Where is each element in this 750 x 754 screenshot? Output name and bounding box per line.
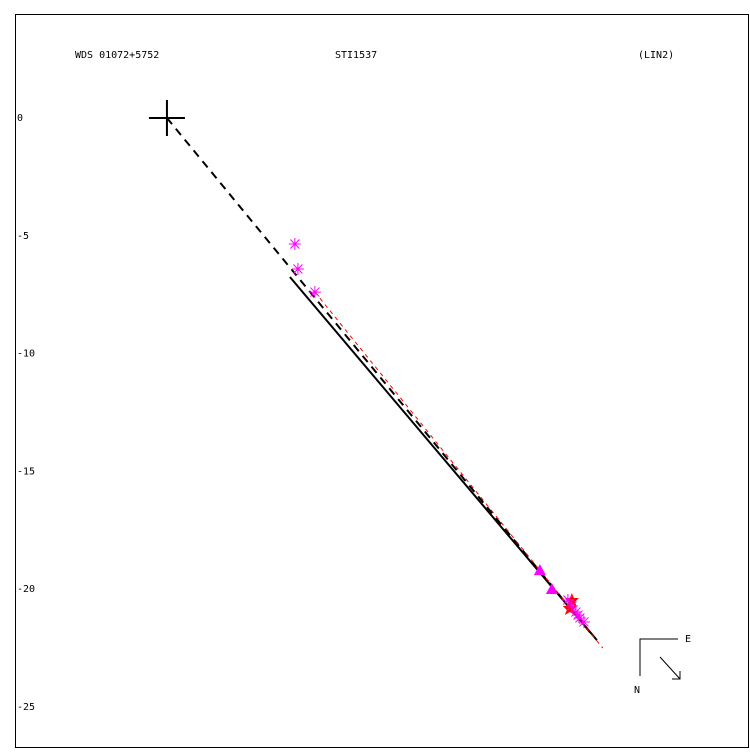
primary-star [148,99,185,136]
measure-asterisk [288,238,301,251]
dashed-line [166,117,591,633]
measure-triangle [545,582,558,594]
y-tick-label: -5 [17,231,29,242]
measure-asterisk [569,606,582,619]
measure-asterisk [577,615,590,628]
y-tick-label: -25 [17,702,35,713]
measure-asterisk [291,262,304,275]
compass-arrow [659,656,681,680]
orbit-line [289,276,598,641]
annotation: (LIN2) [638,50,674,61]
compass: E N [634,634,691,696]
y-tick-label: 0 [17,113,23,124]
chart-title: WDS 01072+5752 [75,50,159,61]
compass-east: E [685,634,691,645]
y-tick-label: -10 [17,349,35,360]
y-tick-label: -15 [17,466,35,477]
measure-asterisk [561,594,574,607]
frame [15,14,749,748]
chart-subtitle: STI1537 [335,50,377,61]
measure-asterisk [565,599,578,612]
compass-north: N [634,685,640,696]
measure-triangle [533,564,546,576]
compass-axes [639,638,678,676]
measure-asterisk [308,286,321,299]
measure-asterisk [572,609,585,622]
y-tick-label: -20 [17,584,35,595]
